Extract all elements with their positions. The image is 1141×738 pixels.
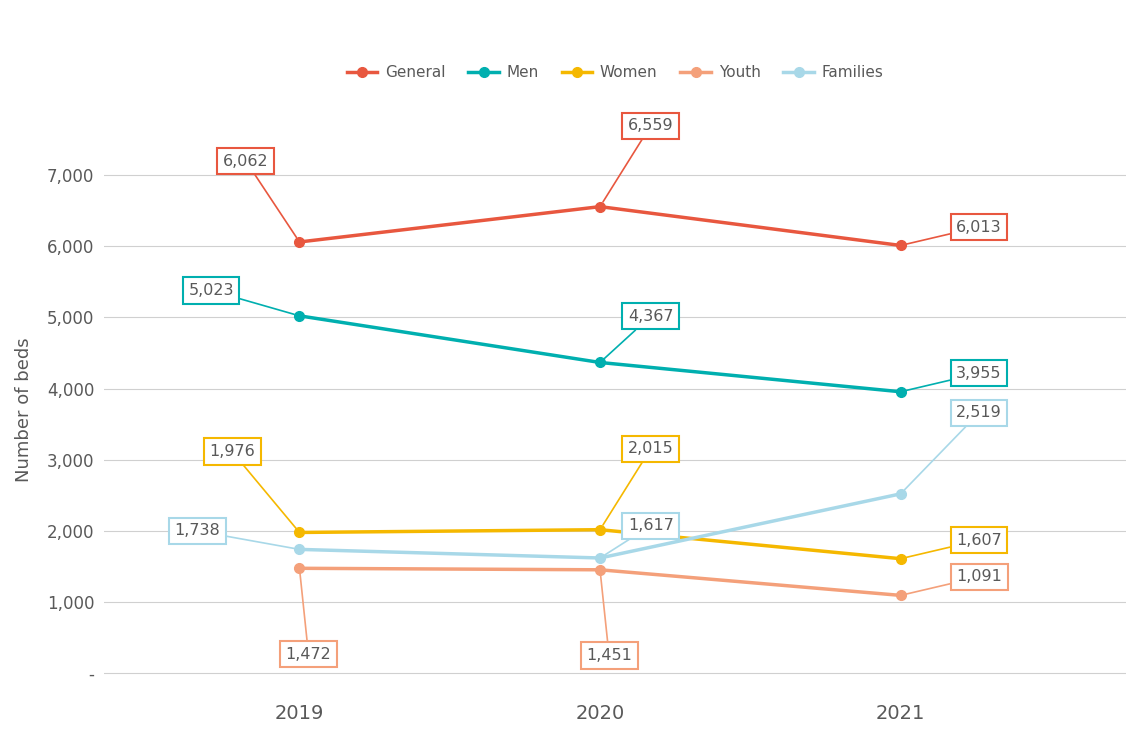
Text: 6,013: 6,013 <box>906 220 1002 244</box>
Legend: General, Men, Women, Youth, Families: General, Men, Women, Youth, Families <box>340 59 890 86</box>
Text: 2,519: 2,519 <box>905 405 1002 490</box>
Text: 1,976: 1,976 <box>209 444 296 528</box>
Text: 3,955: 3,955 <box>906 366 1002 390</box>
Text: 6,559: 6,559 <box>602 118 673 202</box>
Text: 1,607: 1,607 <box>906 533 1002 557</box>
Text: 1,451: 1,451 <box>586 576 632 663</box>
Text: 1,091: 1,091 <box>906 570 1002 594</box>
Text: 4,367: 4,367 <box>604 308 673 359</box>
Text: 1,617: 1,617 <box>605 518 673 555</box>
Text: 2,015: 2,015 <box>602 441 673 525</box>
Text: 1,738: 1,738 <box>175 523 294 548</box>
Text: 5,023: 5,023 <box>188 283 294 314</box>
Text: 1,472: 1,472 <box>285 574 331 661</box>
Text: 6,062: 6,062 <box>224 154 297 238</box>
Y-axis label: Number of beds: Number of beds <box>15 337 33 482</box>
